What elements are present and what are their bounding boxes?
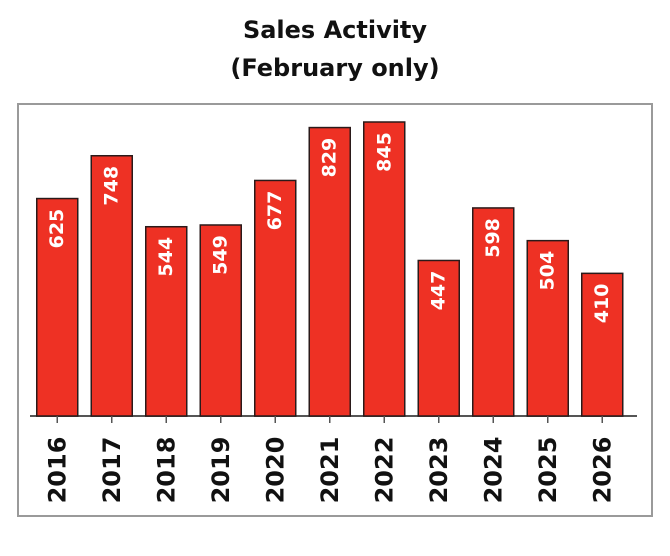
bar-2017 — [90, 154, 133, 417]
ticks-group: 2016 2017 2018 2019 2020 2021 2022 2023 2024 2025… — [43, 416, 616, 503]
bar-2023 — [417, 259, 460, 417]
bar-2026 — [581, 272, 624, 417]
x-tick-label-2020: 2020 — [261, 437, 289, 504]
x-tick-label-2016: 2016 — [43, 437, 71, 504]
data-label-2023: 447 — [428, 271, 450, 311]
data-label-2020: 677 — [264, 191, 286, 231]
bar-2024 — [472, 207, 515, 417]
data-label-2024: 598 — [482, 218, 504, 258]
chart-title: Sales Activity — [242, 16, 428, 44]
bar-2018 — [145, 225, 188, 417]
x-tick-label-2018: 2018 — [152, 437, 180, 504]
data-label-2022: 845 — [373, 132, 395, 172]
chart-frame — [17, 103, 653, 517]
bar-2020 — [254, 179, 297, 417]
bar-2021 — [308, 126, 351, 417]
data-label-2017: 748 — [101, 166, 123, 206]
data-label-2025: 504 — [537, 251, 559, 291]
x-tick-label-2026: 2026 — [588, 437, 616, 504]
x-tick-label-2022: 2022 — [370, 437, 398, 504]
x-tick-label-2021: 2021 — [316, 437, 344, 504]
data-label-2026: 410 — [591, 284, 613, 324]
bars-group: 625 748 544 549 677 829 845 447 598 504 410 — [36, 121, 624, 417]
data-label-2018: 544 — [155, 237, 177, 277]
data-label-2019: 549 — [210, 235, 232, 275]
bar-2025 — [526, 239, 569, 417]
x-tick-label-2025: 2025 — [534, 437, 562, 504]
x-tick-label-2017: 2017 — [98, 437, 126, 504]
chart-subtitle: (February only) — [230, 54, 440, 82]
bar-2019 — [199, 224, 242, 417]
data-label-2021: 829 — [319, 138, 341, 178]
data-label-2016: 625 — [46, 209, 68, 249]
x-tick-label-2024: 2024 — [479, 437, 507, 504]
bar-2022 — [363, 121, 406, 417]
x-tick-label-2023: 2023 — [425, 437, 453, 504]
x-tick-label-2019: 2019 — [207, 437, 235, 504]
